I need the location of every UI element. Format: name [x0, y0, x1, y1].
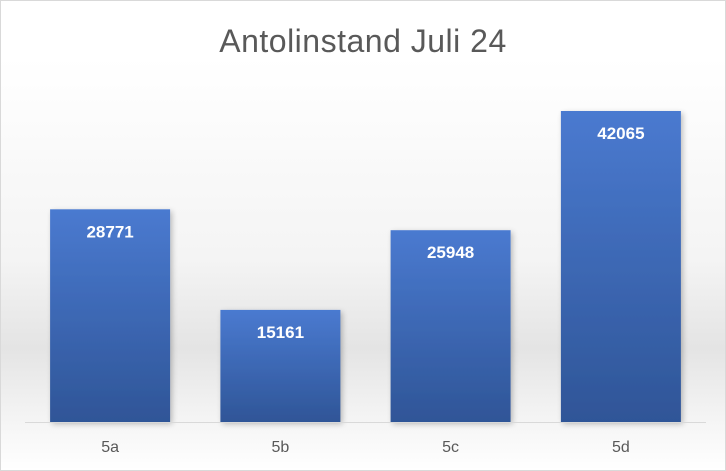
x-tick-label-5b: 5b [272, 439, 290, 456]
x-tick-label-5d: 5d [612, 439, 630, 456]
bar-5c [390, 230, 511, 422]
bars-layer [50, 111, 681, 422]
bar-5a [50, 209, 171, 422]
data-label-5a: 28771 [86, 222, 133, 241]
data-label-5b: 15161 [257, 323, 304, 342]
data-label-5d: 42065 [597, 124, 644, 143]
data-label-5c: 25948 [427, 243, 474, 262]
x-tick-label-5c: 5c [442, 439, 459, 456]
labels-layer: 28771 5a 15161 5b 25948 5c 42065 5d [86, 124, 644, 456]
chart-title: Antolinstand Juli 24 [219, 23, 507, 59]
x-tick-label-5a: 5a [101, 439, 119, 456]
bar-5b [220, 309, 341, 422]
bar-5d [560, 111, 681, 422]
